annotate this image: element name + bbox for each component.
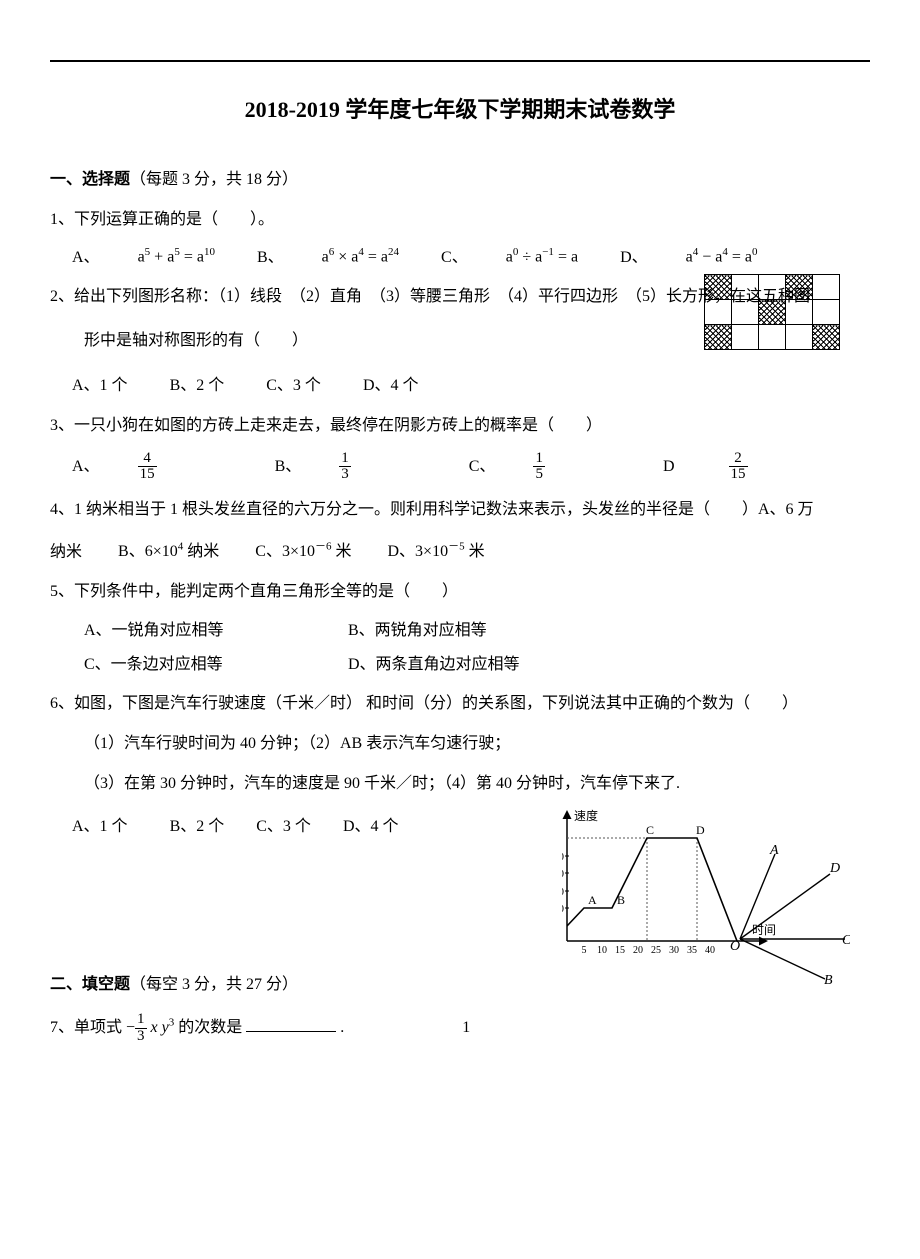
q6-B: B、2 个: [170, 814, 225, 840]
question-5: 5、下列条件中，能判定两个直角三角形全等的是（ ） A、一锐角对应相等 B、两锐…: [50, 579, 870, 678]
q1-B: B、a6 × a4 = a24: [257, 244, 399, 270]
q5-A: A、一锐角对应相等: [84, 618, 344, 644]
svg-text:C: C: [646, 823, 654, 837]
q1-A: A、a5 + a5 = a10: [72, 244, 215, 270]
section-1-note: （每题 3 分，共 18 分）: [130, 171, 298, 188]
q6-C: C、3 个: [256, 814, 311, 840]
svg-text:35: 35: [687, 945, 697, 956]
svg-text:C: C: [842, 933, 850, 948]
question-7: 7、单项式 −13 x y3 的次数是 . 1: [50, 1012, 870, 1045]
q4-line1: 4、1 纳米相当于 1 根头发丝直径的六万分之一。则利用科学记数法来表示，头发丝…: [50, 497, 870, 523]
page-title: 2018-2019 学年度七年级下学期期末试卷数学: [50, 92, 870, 127]
q5-D: D、两条直角边对应相等: [348, 656, 520, 673]
page-footer: 1: [462, 1019, 470, 1036]
q1-stem: 1、下列运算正确的是（ ）。: [50, 207, 870, 233]
svg-text:A: A: [769, 844, 779, 858]
svg-text:40: 40: [705, 945, 715, 956]
q1-D: D、a4 − a4 = a0: [620, 244, 757, 270]
top-rule: [50, 60, 870, 62]
svg-text:O: O: [730, 939, 740, 954]
q4-D: D、3×10－5 米: [388, 543, 485, 560]
tile-grid: [704, 274, 840, 350]
svg-text:20: 20: [633, 945, 643, 956]
q2-C: C、3 个: [266, 373, 321, 399]
q2-options: A、1 个 B、2 个 C、3 个 D、4 个: [72, 373, 870, 399]
q4-B: B、6×104 纳米: [118, 543, 219, 560]
question-2: 2、给出下列图形名称：（1）线段 （2）直角 （3）等腰三角形 （4）平行四边形…: [50, 284, 870, 399]
svg-text:A: A: [588, 893, 597, 907]
q5-B: B、两锐角对应相等: [348, 622, 487, 639]
section-1-label: 一、选择题: [50, 171, 130, 188]
q2-B: B、2 个: [170, 373, 225, 399]
ylabel: 速度: [574, 808, 598, 823]
q2-D: D、4 个: [363, 373, 419, 399]
q6-stem: 6、如图，下图是汽车行驶速度（千米／时） 和时间（分）的关系图，下列说法其中正确…: [50, 691, 870, 717]
q5-row1: A、一锐角对应相等 B、两锐角对应相等: [84, 618, 870, 644]
q3-C: C、15: [469, 451, 621, 484]
q3-A: A、415: [72, 451, 233, 484]
svg-text:D: D: [829, 861, 840, 876]
q6-s2: （3）在第 30 分钟时，汽车的速度是 90 千米／时；（4）第 40 分钟时，…: [84, 771, 870, 797]
q7-blank: [246, 1031, 336, 1032]
question-6: 6、如图，下图是汽车行驶速度（千米／时） 和时间（分）的关系图，下列说法其中正确…: [50, 691, 870, 954]
question-4: 4、1 纳米相当于 1 根头发丝直径的六万分之一。则利用科学记数法来表示，头发丝…: [50, 497, 870, 565]
svg-text:25: 25: [651, 945, 661, 956]
svg-text:60: 60: [562, 868, 565, 880]
q6-D: D、4 个: [343, 814, 399, 840]
svg-text:B: B: [824, 973, 833, 984]
q6-A: A、1 个: [72, 814, 128, 840]
q3-stem: 3、一只小狗在如图的方砖上走来走去，最终停在阴影方砖上的概率是（ ）: [50, 413, 870, 439]
section-2-note: （每空 3 分，共 27 分）: [130, 976, 298, 993]
q4-line2: 纳米 B、6×104 纳米 C、3×10－6 米 D、3×10－5 米: [50, 539, 870, 565]
svg-text:D: D: [696, 823, 705, 837]
q1-C: C、a0 ÷ a−1 = a: [441, 244, 578, 270]
chart-series: [567, 838, 737, 941]
q6-options: A、1 个 B、2 个 C、3 个 D、4 个 速度 时间 20 40: [72, 814, 870, 954]
svg-text:30: 30: [669, 945, 679, 956]
section-2-label: 二、填空题: [50, 976, 130, 993]
q6-s1: （1）汽车行驶时间为 40 分钟；（2）AB 表示汽车匀速行驶；: [84, 731, 870, 757]
q4-C: C、3×10－6 米: [255, 543, 351, 560]
q3-D: D 215: [663, 451, 824, 484]
q7-expr: −13 x y3: [126, 1019, 178, 1036]
svg-text:B: B: [617, 893, 625, 907]
question-1: 1、下列运算正确的是（ ）。 A、a5 + a5 = a10 B、a6 × a4…: [50, 207, 870, 271]
section-1-header: 一、选择题（每题 3 分，共 18 分）: [50, 167, 870, 193]
q1-options: A、a5 + a5 = a10 B、a6 × a4 = a24 C、a0 ÷ a…: [72, 244, 870, 270]
angle-diagram: O A D C B: [730, 844, 850, 984]
svg-text:5: 5: [582, 945, 587, 956]
svg-text:80: 80: [562, 851, 565, 863]
q3-options: A、415 B、13 C、15 D 215: [72, 451, 870, 484]
svg-text:10: 10: [597, 945, 607, 956]
svg-text:40: 40: [562, 886, 565, 898]
q5-C: C、一条边对应相等: [84, 652, 344, 678]
q2-A: A、1 个: [72, 373, 128, 399]
q5-row2: C、一条边对应相等 D、两条直角边对应相等: [84, 652, 870, 678]
svg-text:20: 20: [562, 903, 565, 915]
q3-B: B、13: [275, 451, 427, 484]
question-3: 3、一只小狗在如图的方砖上走来走去，最终停在阴影方砖上的概率是（ ） A、415…: [50, 413, 870, 483]
q5-stem: 5、下列条件中，能判定两个直角三角形全等的是（ ）: [50, 579, 870, 605]
angle-svg: O A D C B: [730, 844, 850, 984]
svg-text:15: 15: [615, 945, 625, 956]
